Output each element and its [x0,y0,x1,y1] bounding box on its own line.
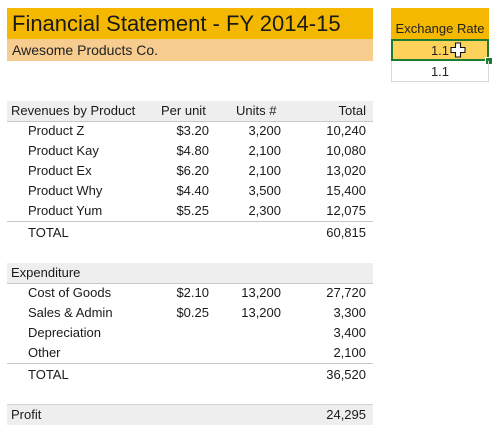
units-value: 2,100 [248,143,281,158]
units-value: 2,100 [248,163,281,178]
units-value: 13,200 [241,305,281,320]
total-value: 10,240 [326,123,366,138]
exchange-rate-input[interactable]: 1.1 [391,39,489,61]
expenditure-total-row: TOTAL 36,520 [7,365,373,385]
table-row: Depreciation 3,400 [7,323,373,343]
expense-name: Other [28,345,61,360]
table-row: Product Z $3.20 3,200 10,240 [7,121,373,141]
per-unit-value: $0.25 [176,305,209,320]
profit-value: 24,295 [326,407,366,422]
units-value: 13,200 [241,285,281,300]
total-value: 2,100 [333,345,366,360]
total-value: 12,075 [326,203,366,218]
statement-title: Financial Statement - FY 2014-15 [7,8,373,39]
units-value: 2,300 [248,203,281,218]
expenditure-header-row: Expenditure [7,263,373,284]
profit-label: Profit [11,407,42,422]
table-row: Product Kay $4.80 2,100 10,080 [7,141,373,161]
table-row: Cost of Goods $2.10 13,200 27,720 [7,283,373,303]
per-unit-value: $3.20 [176,123,209,138]
product-name: Product Why [28,183,103,198]
table-row: Other 2,100 [7,343,373,364]
total-value: 3,400 [333,325,366,340]
exchange-rate-label: Exchange Rate [391,8,489,39]
total-value: 13,020 [326,163,366,178]
revenue-total-value: 60,815 [326,225,366,240]
total-value: 15,400 [326,183,366,198]
per-unit-value: $5.25 [176,203,209,218]
excel-plus-cursor-icon [450,42,466,58]
total-value: 10,080 [326,143,366,158]
expenditure-total-value: 36,520 [326,367,366,382]
revenue-header-units: Units # [236,103,277,118]
revenue-header-per-unit: Per unit [161,103,206,118]
table-row: Product Ex $6.20 2,100 13,020 [7,161,373,181]
per-unit-value: $4.40 [176,183,209,198]
revenue-header-row: Revenues by Product Per unit Units # Tot… [7,101,373,122]
revenue-total-label: TOTAL [28,225,69,240]
per-unit-value: $4.80 [176,143,209,158]
units-value: 3,200 [248,123,281,138]
product-name: Product Ex [28,163,92,178]
product-name: Product Z [28,123,85,138]
product-name: Product Yum [28,203,103,218]
expense-name: Depreciation [28,325,101,340]
units-value: 3,500 [248,183,281,198]
table-row: Product Yum $5.25 2,300 12,075 [7,201,373,222]
company-name: Awesome Products Co. [7,39,373,61]
table-row: Sales & Admin $0.25 13,200 3,300 [7,303,373,323]
expenditure-header: Expenditure [11,265,81,280]
total-value: 27,720 [326,285,366,300]
revenue-header-total: Total [338,103,366,118]
total-value: 3,300 [333,305,366,320]
expense-name: Cost of Goods [28,285,112,300]
table-row: Product Why $4.40 3,500 15,400 [7,181,373,201]
per-unit-value: $6.20 [176,163,209,178]
expenditure-total-label: TOTAL [28,367,69,382]
revenue-total-row: TOTAL 60,815 [7,223,373,243]
product-name: Product Kay [28,143,99,158]
revenue-header-name: Revenues by Product [11,103,136,118]
profit-row: Profit 24,295 [7,404,373,425]
per-unit-value: $2.10 [176,285,209,300]
exchange-rate-value: 1.1 [391,61,489,82]
fill-handle[interactable] [485,57,493,65]
expense-name: Sales & Admin [28,305,113,320]
